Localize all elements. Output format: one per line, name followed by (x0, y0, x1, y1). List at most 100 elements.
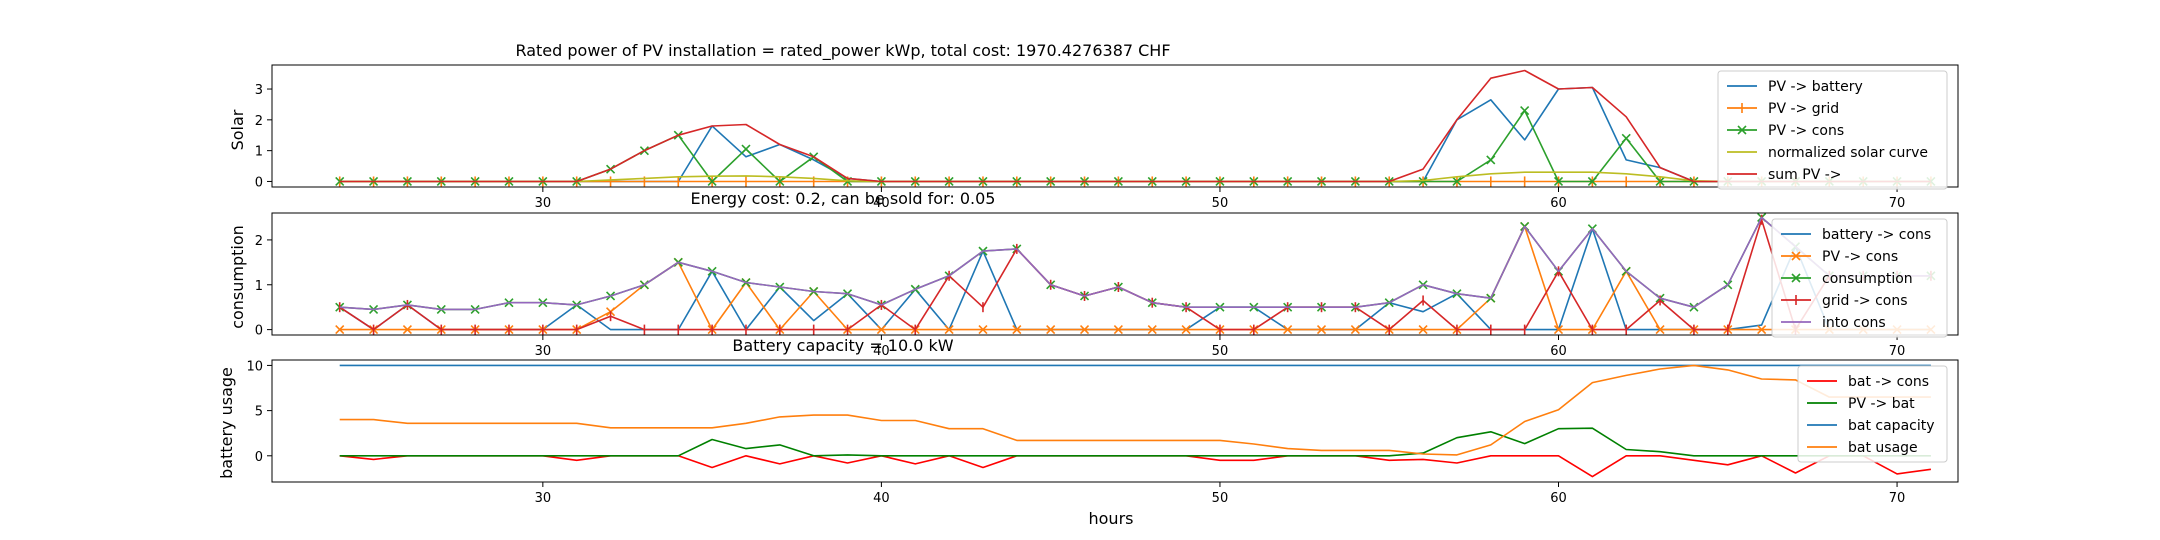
y-axis-label-solar: Solar (228, 109, 247, 150)
legend-entry-bat-capacity: bat capacity (1807, 418, 1935, 434)
series-line-pv-cons (339, 225, 1931, 331)
x-tick-label: 50 (1212, 196, 1229, 211)
legend-entry-sum-pv: sum PV -> (1727, 167, 1842, 183)
data-point-pv-cons (1655, 176, 1665, 187)
series-sum-pv (339, 69, 1931, 183)
legend-label: bat capacity (1848, 418, 1935, 434)
legend-label: bat usage (1848, 440, 1918, 456)
data-point-pv-cons (1621, 133, 1631, 143)
y-tick-label: 5 (255, 405, 263, 420)
legend-label: consumption (1822, 271, 1913, 287)
plot-area-battery (339, 364, 1932, 478)
data-point-pv-cons (1553, 325, 1564, 335)
plot-area-consumption (335, 212, 1936, 335)
subplot-solar: Rated power of PV installation = rated_p… (228, 41, 1959, 211)
x-tick-label: 50 (1212, 491, 1229, 506)
data-point-pv-cons (1046, 325, 1056, 335)
data-point-pv-cons (707, 176, 717, 187)
x-tick-label: 60 (1550, 344, 1567, 359)
data-point-pv-cons (1350, 325, 1360, 335)
x-tick-label: 30 (535, 491, 552, 506)
x-tick-label: 70 (1889, 196, 1906, 211)
data-point-pv-cons (1113, 325, 1123, 335)
y-tick-label: 2 (255, 114, 263, 129)
legend-entry-battery-cons: battery -> cons (1781, 227, 1931, 243)
axes-frame-solar (271, 64, 1959, 188)
axis-ticks-battery: 30 40 50 60 70 0 5 10 (246, 359, 1905, 506)
y-axis-label-consumption: consumption (228, 225, 247, 329)
x-tick-label: 60 (1550, 196, 1567, 211)
data-point-pv-cons (1452, 176, 1462, 187)
data-point-pv-cons (1147, 325, 1157, 335)
series-line-sum-pv (339, 69, 1931, 183)
legend-box (1771, 218, 1948, 338)
plot-area-solar (335, 69, 1936, 187)
subplot-consumption: Energy cost: 0.2, can be sold for: 0.05 … (228, 189, 1959, 359)
legend-label: PV -> battery (1768, 79, 1863, 95)
y-tick-label: 0 (255, 175, 263, 190)
legend-label: sum PV -> (1768, 167, 1842, 183)
chart-title-solar: Rated power of PV installation = rated_p… (515, 41, 1170, 61)
data-point-pv-cons (1079, 325, 1090, 335)
axes-frame-consumption (271, 212, 1959, 336)
y-tick-label: 10 (246, 359, 263, 374)
subplot-battery: Battery capacity = 10.0 kW battery usage… (217, 336, 1959, 528)
legend-entry-pv-cons: PV -> cons (1727, 123, 1844, 139)
x-tick-label: 60 (1550, 491, 1567, 506)
data-point-pv-cons (1587, 176, 1597, 187)
x-tick-label: 40 (873, 344, 890, 359)
legend-label: into cons (1822, 315, 1886, 331)
y-tick-label: 0 (255, 450, 263, 465)
data-point-pv-cons (1757, 325, 1767, 335)
legend-box (1797, 365, 1948, 463)
series-bat-usage (339, 364, 1931, 456)
x-tick-label: 70 (1889, 491, 1906, 506)
legend-box (1717, 70, 1948, 190)
series-pv-bat (339, 427, 1931, 457)
legend-entry-grid-cons: grid -> cons (1781, 293, 1908, 309)
series-line-into-cons (339, 216, 1931, 311)
axis-ticks-consumption: 30 40 50 60 70 0 1 2 (255, 234, 1906, 359)
data-point-pv-cons (402, 325, 412, 335)
legend-entry-consumption: consumption (1781, 271, 1913, 287)
x-tick-label: 30 (535, 196, 552, 211)
x-tick-label: 40 (873, 491, 890, 506)
data-point-pv-cons (1655, 325, 1665, 335)
data-point-pv-cons (1283, 325, 1293, 335)
data-point-pv-cons (775, 176, 785, 187)
legend-entry-normalized-solar-curve: normalized solar curve (1727, 145, 1928, 161)
data-point-pv-cons (1486, 155, 1496, 165)
data-point-pv-cons (1012, 325, 1022, 335)
x-tick-label: 50 (1212, 344, 1229, 359)
legend-entry-pv-grid: PV -> grid (1727, 101, 1839, 117)
data-point-pv-cons (1520, 106, 1530, 116)
legend-label: bat -> cons (1848, 374, 1929, 390)
data-point-pv-cons (876, 325, 886, 335)
x-tick-label: 30 (535, 344, 552, 359)
data-point-pv-cons (1418, 325, 1428, 335)
legend-solar: PV -> battery PV -> grid PV -> cons normali… (1717, 70, 1948, 190)
legend-marker (1791, 251, 1801, 261)
legend-marker (1791, 273, 1801, 283)
legend-label: PV -> bat (1848, 396, 1915, 412)
legend-label: PV -> cons (1768, 123, 1844, 139)
data-point-pv-cons (741, 144, 751, 154)
legend-entry-bat-usage: bat usage (1807, 440, 1918, 456)
chart-title-consumption: Energy cost: 0.2, can be sold for: 0.05 (691, 189, 996, 208)
series-into-cons (339, 216, 1931, 311)
series-line-bat-usage (339, 364, 1931, 456)
data-point-pv-cons (1418, 176, 1428, 187)
x-tick-label: 70 (1889, 344, 1906, 359)
data-point-pv-cons (944, 325, 954, 335)
legend-entry-pv-battery: PV -> battery (1727, 79, 1863, 95)
legend-marker (1737, 125, 1747, 135)
legend-entry-pv-cons: PV -> cons (1781, 249, 1898, 265)
x-axis-label: hours (1089, 509, 1134, 528)
y-tick-label: 2 (255, 234, 263, 249)
chart-title-battery: Battery capacity = 10.0 kW (732, 336, 953, 355)
data-point-pv-cons (335, 325, 345, 335)
y-tick-label: 0 (255, 324, 263, 339)
legend-label: normalized solar curve (1768, 145, 1928, 161)
legend-battery: bat -> cons PV -> bat bat capacity bat usag… (1797, 365, 1948, 463)
